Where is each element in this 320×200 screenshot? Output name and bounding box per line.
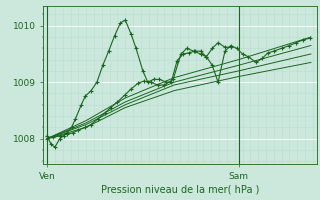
X-axis label: Pression niveau de la mer( hPa ): Pression niveau de la mer( hPa ): [101, 185, 259, 195]
